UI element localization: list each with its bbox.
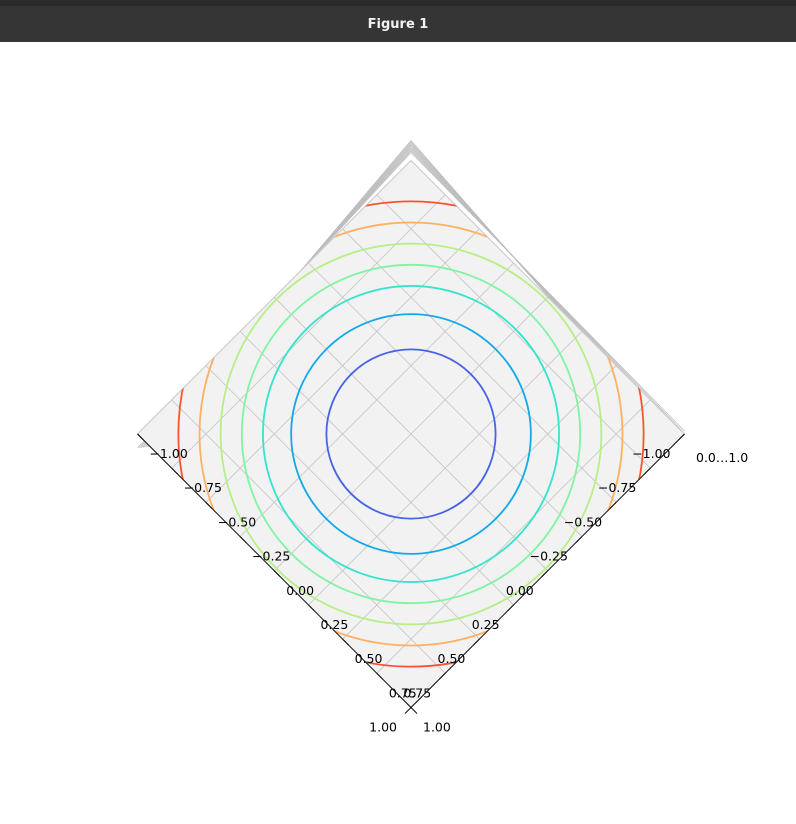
x-tick-mark: [643, 467, 651, 475]
x-tick-mark: [678, 433, 685, 441]
x-tick-label: 0.75: [403, 685, 431, 700]
x-tick-mark: [404, 707, 412, 714]
contour-line: [325, 348, 497, 520]
y-tick-label: 0.00: [286, 583, 314, 598]
y-tick-label: −0.75: [184, 480, 222, 495]
x-tick-mark: [609, 502, 617, 509]
x-tick-mark: [541, 570, 549, 578]
y-tick-mark: [171, 467, 179, 475]
grid-line-x: [205, 365, 480, 640]
contour-line: [177, 200, 645, 668]
y-tick-label: 1.00: [423, 720, 451, 735]
contour-3d-plot[interactable]: −1.00 −0.75 −0.50 −0.25 0.00 0.25 0.50 0.75 1.00…: [0, 42, 796, 820]
y-tick-label: −0.25: [252, 549, 290, 564]
x-tick-mark: [507, 604, 514, 612]
y-tick-label: 0.75: [389, 685, 417, 700]
y-tick-mark: [308, 604, 315, 612]
x-tick-label: −0.25: [530, 549, 568, 564]
contour-line: [262, 285, 560, 583]
y-tick-label: −0.50: [218, 514, 256, 529]
contour-line: [198, 221, 624, 647]
x-tick-label: −0.75: [598, 480, 636, 495]
x-tick-label: −1.00: [632, 446, 670, 461]
window-top-edge: [0, 0, 796, 6]
y-tick-mark: [273, 570, 281, 578]
y-tick-mark: [410, 707, 418, 714]
y-tick-mark: [137, 433, 144, 441]
z-tick-labels: 0.0…1.0: [696, 450, 748, 465]
grid-line-y: [273, 296, 549, 572]
window-titlebar[interactable]: Figure 1: [0, 6, 796, 43]
contour-line: [240, 263, 582, 605]
contour-line: [290, 313, 532, 555]
grid-line-x: [171, 399, 446, 674]
y-tick-mark: [239, 536, 247, 543]
x-tick-label: 1.00: [369, 720, 397, 735]
grid-line-y: [342, 365, 617, 640]
x-tick-mark: [473, 638, 480, 646]
y-tick-mark: [205, 502, 213, 509]
y-tick-label: 0.50: [355, 651, 383, 666]
grid-line-y: [376, 399, 651, 674]
y-tick-label: −1.00: [150, 446, 188, 461]
figure-canvas[interactable]: −1.00 −0.75 −0.50 −0.25 0.00 0.25 0.50 0.75 1.00…: [0, 42, 796, 820]
grid-line-y: [308, 331, 583, 606]
x-tick-mark: [575, 536, 583, 543]
x-tick-label: 0.50: [438, 651, 466, 666]
x-tick-mark: [438, 672, 446, 680]
window-title: Figure 1: [367, 16, 429, 32]
y-tick-label: 0.25: [320, 617, 348, 632]
x-tick-label: −0.50: [564, 514, 602, 529]
grid-line-x: [239, 331, 514, 606]
y-tick-mark: [376, 672, 384, 680]
x-tick-label: 0.00: [506, 583, 534, 598]
contour-line: [219, 242, 603, 626]
y-tick-mark: [342, 638, 349, 646]
x-tick-label: 0.25: [472, 617, 500, 632]
